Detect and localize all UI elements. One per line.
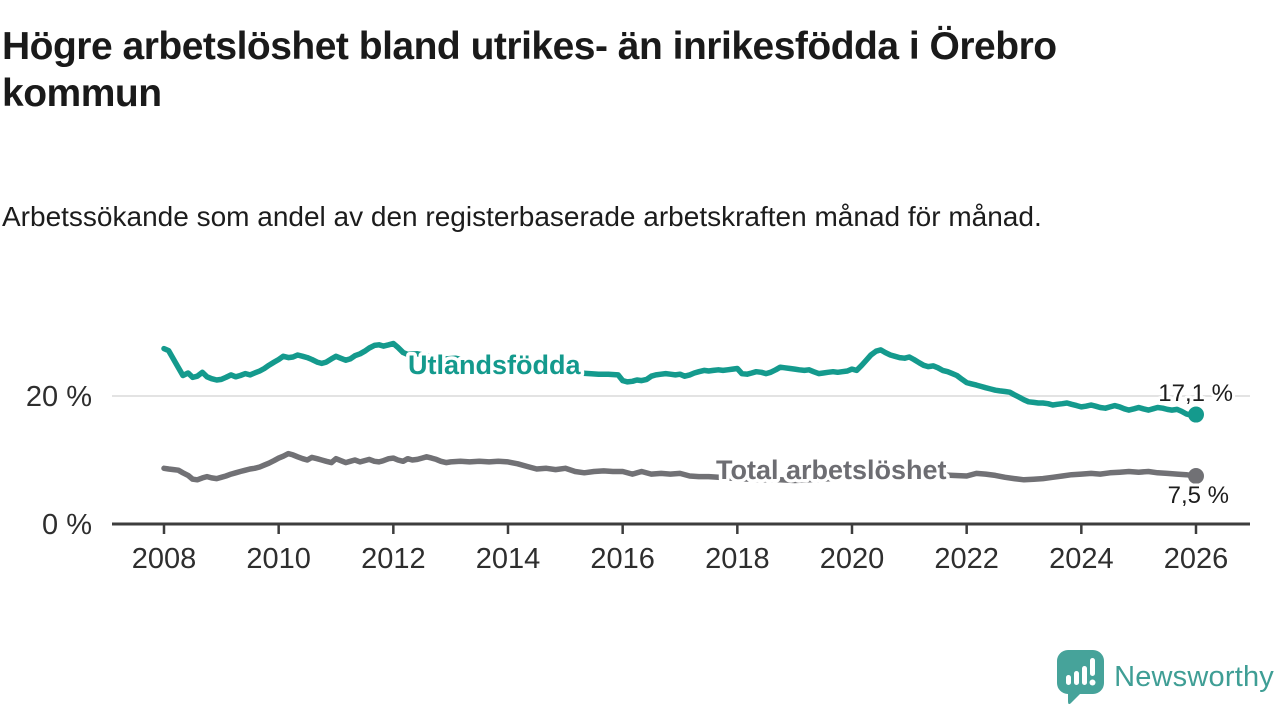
x-tick-label-2022: 2022 <box>934 543 999 575</box>
x-tick-label-2016: 2016 <box>590 543 655 575</box>
x-tick-label-2014: 2014 <box>476 543 541 575</box>
series-line-utlandsfodda <box>161 340 1199 418</box>
series-line-total <box>161 450 1199 484</box>
y-tick-label-0: 0 % <box>42 509 92 541</box>
x-tick-label-2008: 2008 <box>132 543 197 575</box>
newsworthy-logo: Newsworthy <box>1057 650 1274 704</box>
series-end-value-utlandsfodda: 17,1 % <box>1158 380 1233 407</box>
x-tick-label-2026: 2026 <box>1164 543 1229 575</box>
x-tick-label-2024: 2024 <box>1049 543 1114 575</box>
series-end-dot-utlandsfodda <box>1187 406 1204 423</box>
x-tick-label-2010: 2010 <box>246 543 311 575</box>
chart-subtitle: Arbetssökande som andel av den registerb… <box>2 201 1042 232</box>
newsworthy-logo-text: Newsworthy <box>1114 660 1274 693</box>
page-title: Högre arbetslöshet bland utrikes- än inr… <box>2 25 1057 115</box>
series-label-total: Total arbetslöshet <box>716 455 947 485</box>
x-tick-label-2020: 2020 <box>820 543 885 575</box>
x-tick-label-2012: 2012 <box>361 543 426 575</box>
x-tick-label-2018: 2018 <box>705 543 770 575</box>
series-end-dot-total <box>1187 468 1204 484</box>
bar-chart-speech-bubble-icon <box>1057 650 1105 704</box>
y-tick-label-20: 20 % <box>26 381 92 413</box>
series-end-value-total: 7,5 % <box>1168 482 1229 509</box>
series-label-utlandsfodda: Utlandsfödda <box>408 350 581 380</box>
